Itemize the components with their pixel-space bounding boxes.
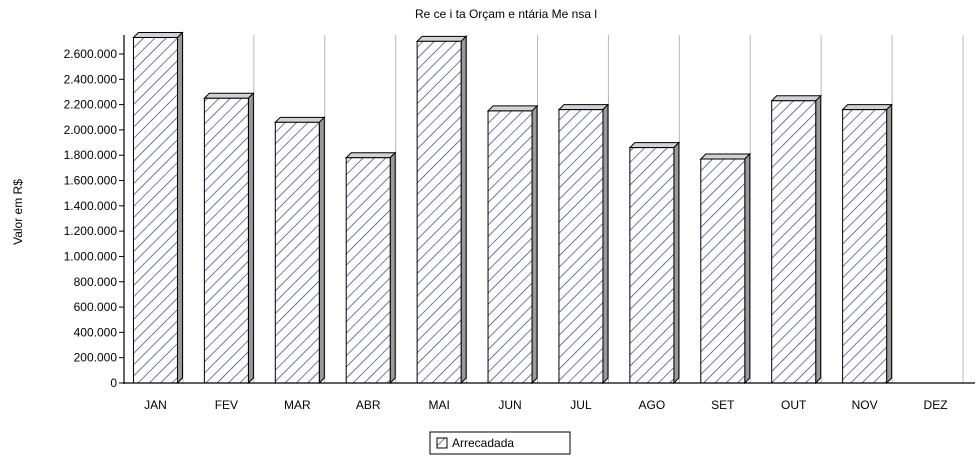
bar-front-face: [842, 109, 888, 384]
bar: [274, 116, 326, 385]
bar-top-face: [486, 105, 539, 112]
bar: [557, 103, 610, 385]
bar-side-face: [815, 94, 822, 385]
bar: [699, 152, 751, 385]
x-tick-label: SET: [711, 398, 735, 412]
x-tick-label: JUN: [498, 398, 521, 412]
y-tick-label: 1.000.000: [64, 249, 118, 263]
bar-side-face: [247, 92, 254, 385]
bar-top-face: [628, 142, 681, 149]
bar-side-face: [744, 152, 751, 385]
bar-side-face: [531, 104, 538, 385]
bar-front-face: [487, 110, 533, 384]
bar-front-face: [416, 40, 462, 384]
bar-front-face: [700, 158, 746, 384]
x-tick-label: JAN: [144, 398, 167, 412]
bar: [203, 92, 255, 385]
bar-front-face: [132, 37, 178, 384]
bar-top-face: [770, 95, 822, 102]
bar-front-face: [274, 121, 320, 384]
y-tick-label: 600.000: [74, 300, 118, 314]
bar-side-face: [318, 116, 325, 385]
y-tick-label: 800.000: [74, 275, 118, 289]
bar-top-face: [699, 153, 751, 160]
legend-swatch: [436, 437, 448, 449]
x-tick-label: MAR: [284, 398, 311, 412]
bar-side-face: [886, 103, 893, 385]
bar-side-face: [176, 31, 183, 385]
x-tick-label: NOV: [852, 398, 878, 412]
bar: [841, 103, 893, 385]
bar: [486, 104, 539, 385]
bar-front-face: [771, 100, 817, 384]
legend-label: Arrecadada: [452, 436, 514, 450]
bar: [132, 31, 184, 385]
bar-side-face: [673, 141, 680, 385]
x-tick-label: MAI: [428, 398, 449, 412]
x-axis: JAN FEV MAR ABR MAI JUN JUL AGO SET OUT NOV DEZ: [124, 382, 975, 412]
chart-title: Re ce i ta Orçam e ntária Me nsa l: [415, 7, 597, 21]
x-tick-label: OUT: [781, 398, 807, 412]
bar-side-face: [389, 151, 396, 385]
x-tick-label: FEV: [215, 398, 238, 412]
bar-front-face: [203, 97, 249, 384]
bar-side-face: [602, 103, 609, 385]
bar-front-face: [629, 147, 675, 384]
bar-top-face: [557, 104, 610, 111]
legend: Arrecadada: [429, 431, 571, 455]
y-tick-label: 400.000: [74, 325, 118, 339]
y-tick-label: 2.400.000: [64, 72, 118, 86]
y-tick-label: 2.000.000: [64, 123, 118, 137]
bar-top-face: [274, 116, 326, 123]
y-tick-label: 1.400.000: [64, 199, 118, 213]
y-tick-label: 1.600.000: [64, 174, 118, 188]
bar: [628, 141, 681, 385]
x-tick-label: JUL: [570, 398, 592, 412]
bar-front-face: [345, 157, 391, 384]
y-tick-label: 200.000: [74, 351, 118, 365]
x-tick-label: AGO: [639, 398, 666, 412]
bar-front-face: [558, 109, 604, 384]
y-tick-label: 1.800.000: [64, 148, 118, 162]
x-tick-label: ABR: [356, 398, 381, 412]
y-axis-label: Valor em R$: [11, 179, 25, 245]
bar-top-face: [841, 104, 893, 111]
bar: [770, 94, 822, 385]
y-axis: 0 200.000 400.000 600.000 800.000 1.000.000 1.…: [64, 35, 125, 390]
x-tick-label: DEZ: [924, 398, 948, 412]
bar: [345, 151, 397, 385]
y-tick-label: 2.200.000: [64, 98, 118, 112]
bar-side-face: [460, 35, 467, 385]
bar-top-face: [345, 152, 397, 159]
y-tick-label: 2.600.000: [64, 47, 118, 61]
bar-top-face: [203, 92, 255, 99]
legend-box: [429, 431, 571, 455]
bar-top-face: [132, 32, 184, 39]
y-tick-label: 0: [110, 376, 117, 390]
y-tick-label: 1.200.000: [64, 224, 118, 238]
bar: [415, 35, 468, 385]
bar-top-face: [415, 35, 468, 42]
